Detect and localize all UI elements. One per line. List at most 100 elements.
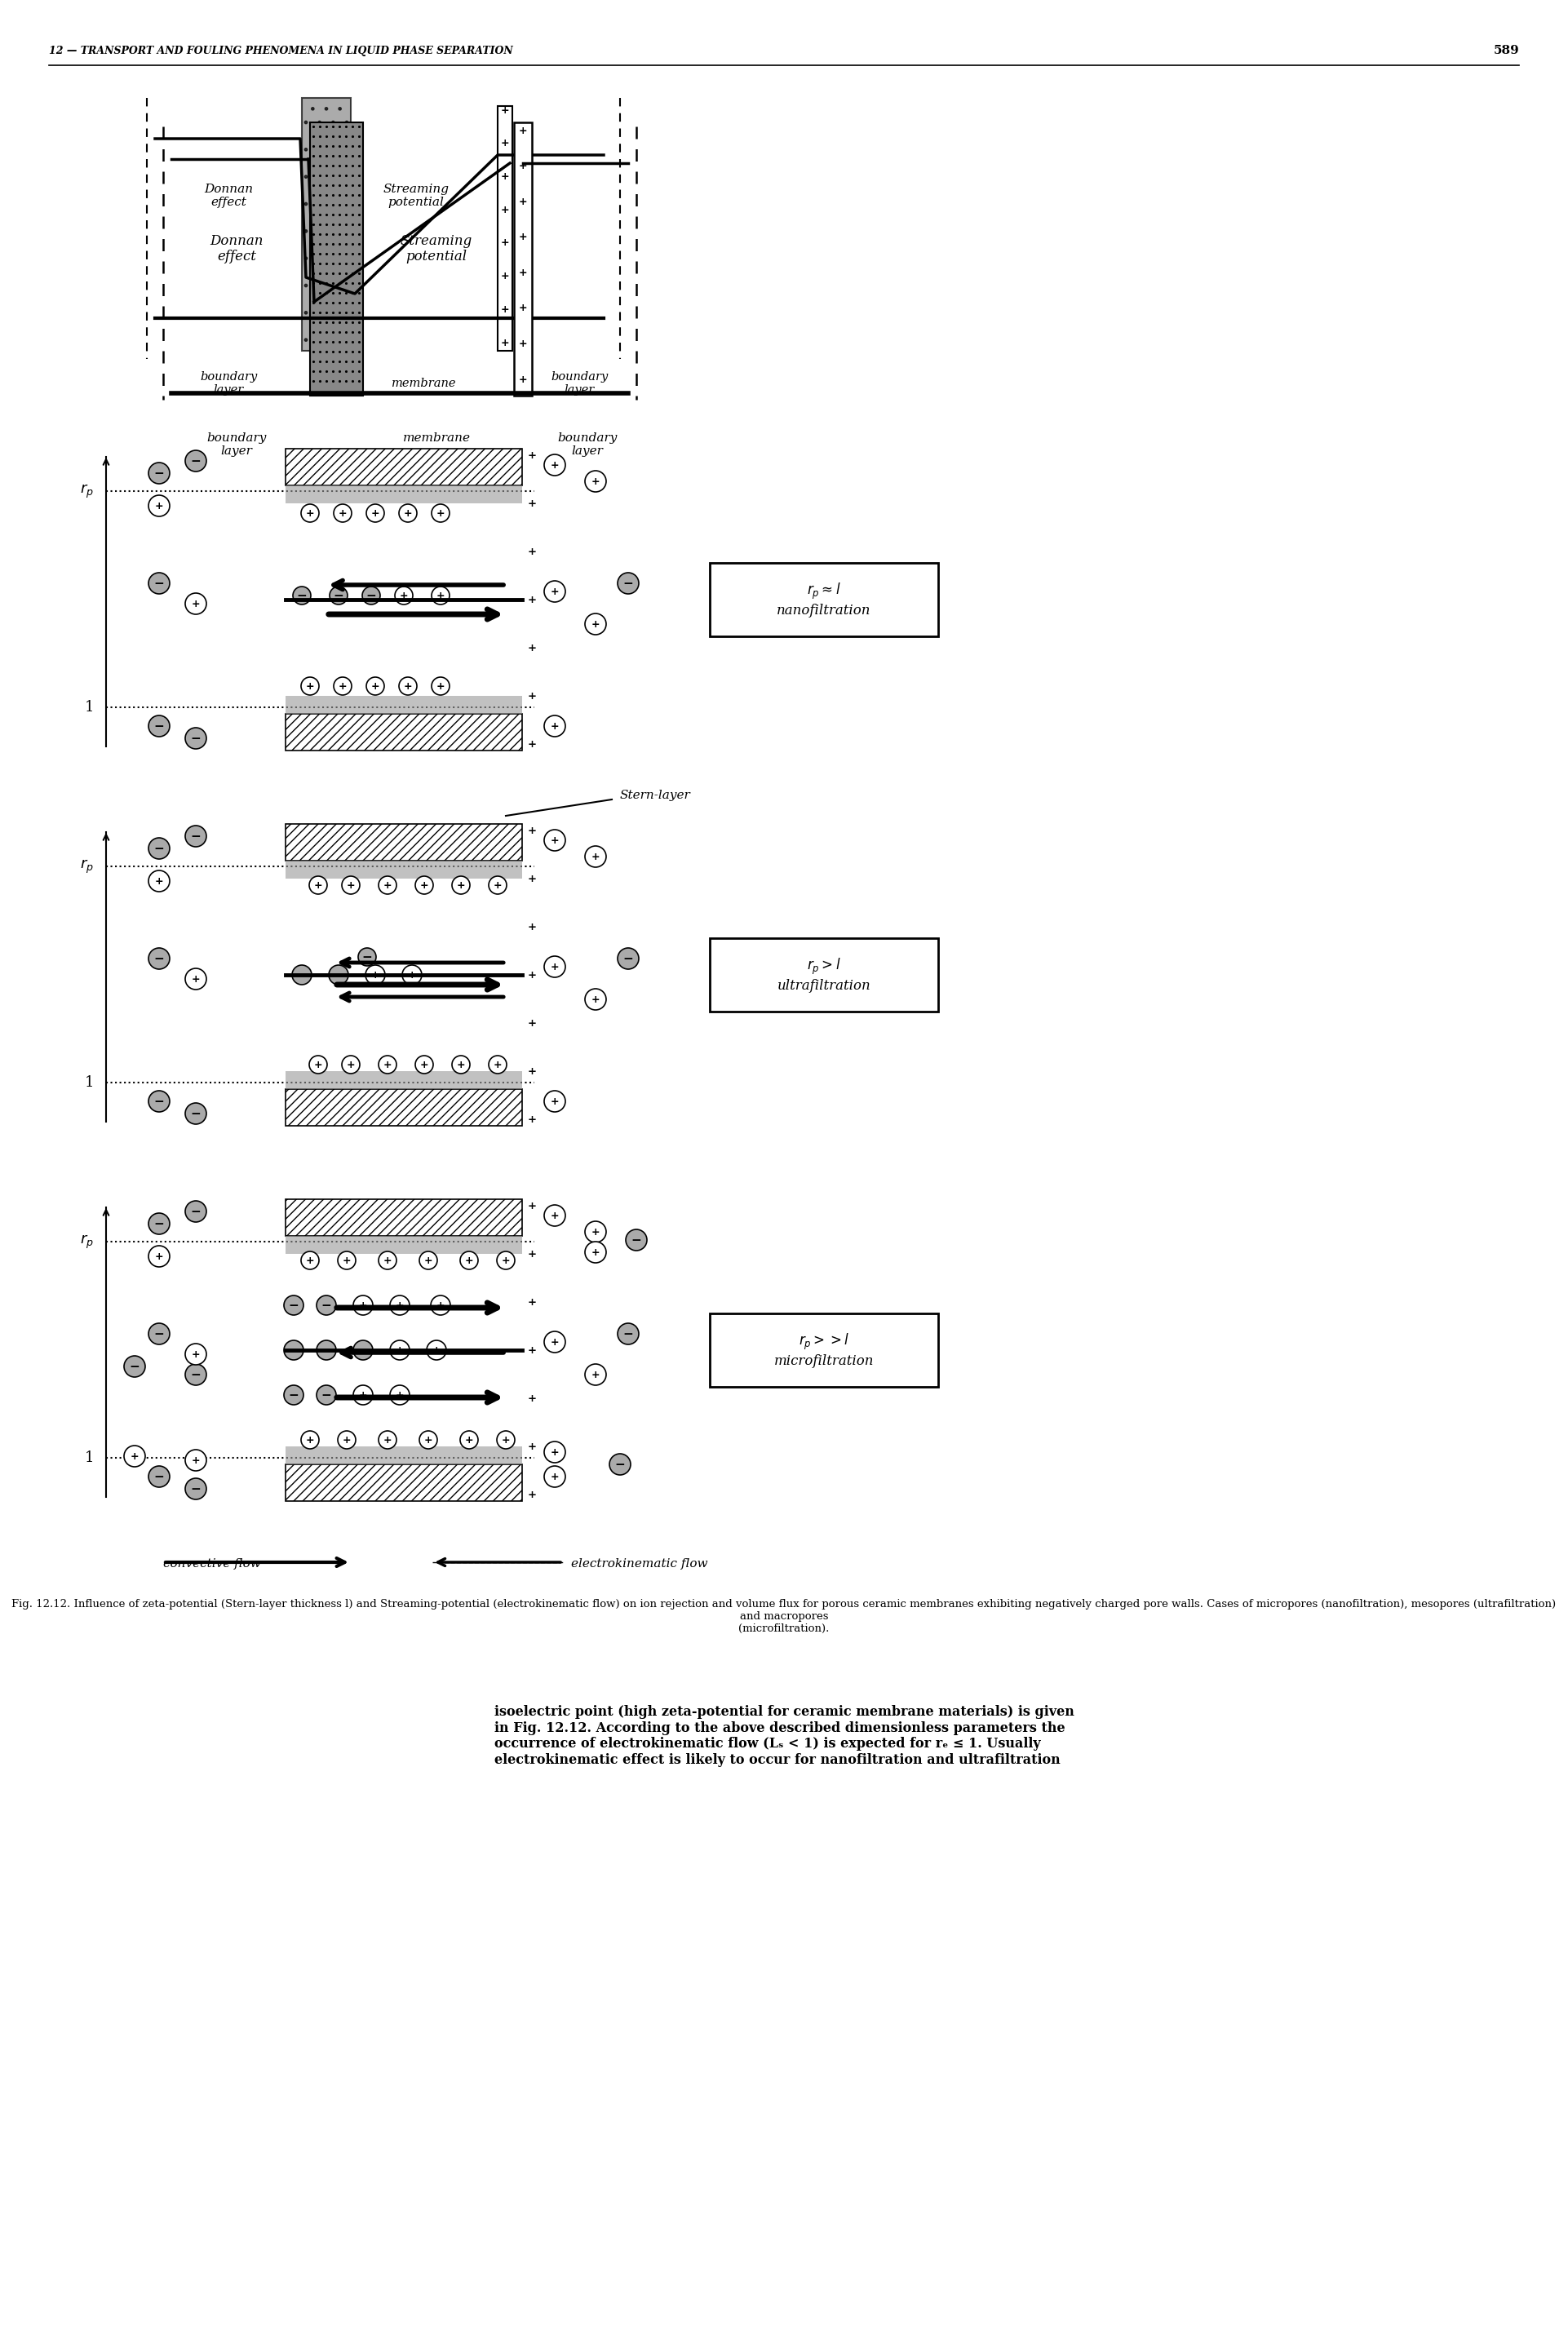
Text: +: +: [436, 681, 445, 691]
Bar: [285, 1088, 522, 1125]
Text: +: +: [347, 1060, 354, 1070]
Circle shape: [390, 1386, 409, 1404]
Circle shape: [342, 877, 359, 895]
Text: +: +: [527, 825, 536, 835]
Text: −: −: [362, 951, 372, 963]
Text: +: +: [423, 1256, 433, 1265]
Text: +: +: [306, 507, 314, 518]
Text: +: +: [342, 1256, 351, 1265]
Bar: [285, 486, 522, 502]
Text: +: +: [550, 963, 560, 972]
Text: −: −: [191, 1369, 201, 1381]
Text: $r_p$: $r_p$: [80, 858, 94, 874]
Text: Streaming
potential: Streaming potential: [383, 184, 448, 209]
Text: +: +: [494, 1060, 502, 1070]
Circle shape: [149, 463, 169, 484]
Circle shape: [353, 1386, 373, 1404]
Circle shape: [124, 1446, 146, 1467]
Circle shape: [284, 1386, 304, 1404]
Text: +: +: [191, 598, 201, 609]
Text: +: +: [500, 272, 510, 281]
Text: +: +: [342, 1435, 351, 1446]
Text: +: +: [359, 1300, 367, 1311]
Text: −: −: [358, 1344, 368, 1355]
Circle shape: [329, 586, 348, 605]
Circle shape: [544, 581, 566, 602]
Text: −: −: [289, 1388, 299, 1402]
Text: +: +: [527, 970, 536, 981]
Text: +: +: [591, 618, 601, 630]
Text: +: +: [550, 1446, 560, 1458]
Circle shape: [489, 1056, 506, 1074]
Text: +: +: [395, 1300, 405, 1311]
Text: +: +: [527, 1065, 536, 1076]
Circle shape: [544, 1442, 566, 1462]
Bar: [285, 823, 522, 860]
Circle shape: [149, 837, 169, 858]
Circle shape: [309, 877, 328, 895]
Text: +: +: [383, 1435, 392, 1446]
Text: +: +: [408, 970, 417, 981]
Text: −: −: [154, 1218, 165, 1230]
Text: −: −: [154, 1095, 165, 1107]
Text: +: +: [191, 1455, 201, 1465]
Circle shape: [149, 949, 169, 970]
Circle shape: [585, 1242, 607, 1262]
Text: −: −: [191, 456, 201, 467]
Text: +: +: [527, 1442, 536, 1451]
Text: 589: 589: [1493, 44, 1519, 56]
Text: −: −: [296, 591, 307, 602]
Text: +: +: [519, 160, 527, 172]
Text: isoelectric point (high zeta-potential for ceramic membrane materials) is given
: isoelectric point (high zeta-potential f…: [494, 1704, 1074, 1767]
Circle shape: [618, 949, 638, 970]
Text: membrane: membrane: [392, 377, 456, 388]
Text: +: +: [500, 205, 510, 216]
Circle shape: [149, 1323, 169, 1344]
Text: −: −: [154, 467, 165, 479]
Circle shape: [334, 677, 351, 695]
Text: +: +: [527, 739, 536, 749]
Text: +: +: [500, 172, 510, 181]
Text: boundary
layer: boundary layer: [558, 432, 618, 458]
Circle shape: [367, 505, 384, 523]
Text: +: +: [527, 1114, 536, 1125]
Text: −: −: [632, 1235, 641, 1246]
Text: +: +: [502, 1435, 510, 1446]
Text: +: +: [527, 1249, 536, 1260]
Text: +: +: [527, 691, 536, 702]
Bar: [285, 714, 522, 751]
Circle shape: [395, 586, 412, 605]
Circle shape: [334, 505, 351, 523]
Text: +: +: [527, 921, 536, 932]
Circle shape: [431, 1295, 450, 1316]
Circle shape: [317, 1386, 336, 1404]
Text: −: −: [289, 1300, 299, 1311]
Text: +: +: [155, 1251, 163, 1262]
Text: +: +: [314, 879, 323, 890]
Bar: [285, 1072, 522, 1088]
Circle shape: [544, 1467, 566, 1488]
Text: +: +: [420, 879, 428, 890]
Circle shape: [398, 677, 417, 695]
Circle shape: [342, 1056, 359, 1074]
Text: +: +: [372, 970, 379, 981]
Text: −: −: [289, 1344, 299, 1355]
Circle shape: [544, 453, 566, 477]
Text: −: −: [154, 842, 165, 856]
Text: +: +: [527, 498, 536, 509]
Circle shape: [452, 1056, 470, 1074]
Text: Donnan
effect: Donnan effect: [210, 235, 263, 263]
Text: +: +: [527, 451, 536, 460]
Text: +: +: [591, 1246, 601, 1258]
Text: Fig. 12.12. Influence of zeta-potential (Stern-layer thickness l) and Streaming-: Fig. 12.12. Influence of zeta-potential …: [13, 1600, 1555, 1634]
Text: +: +: [519, 267, 527, 279]
Circle shape: [149, 1246, 169, 1267]
Circle shape: [185, 967, 207, 990]
Text: 12 — TRANSPORT AND FOULING PHENOMENA IN LIQUID PHASE SEPARATION: 12 — TRANSPORT AND FOULING PHENOMENA IN …: [49, 44, 513, 56]
Text: −: −: [191, 1107, 201, 1121]
Text: Streaming
potential: Streaming potential: [400, 235, 472, 263]
Circle shape: [367, 677, 384, 695]
Circle shape: [403, 965, 422, 986]
Text: +: +: [339, 681, 347, 691]
Text: −: −: [154, 1469, 165, 1483]
